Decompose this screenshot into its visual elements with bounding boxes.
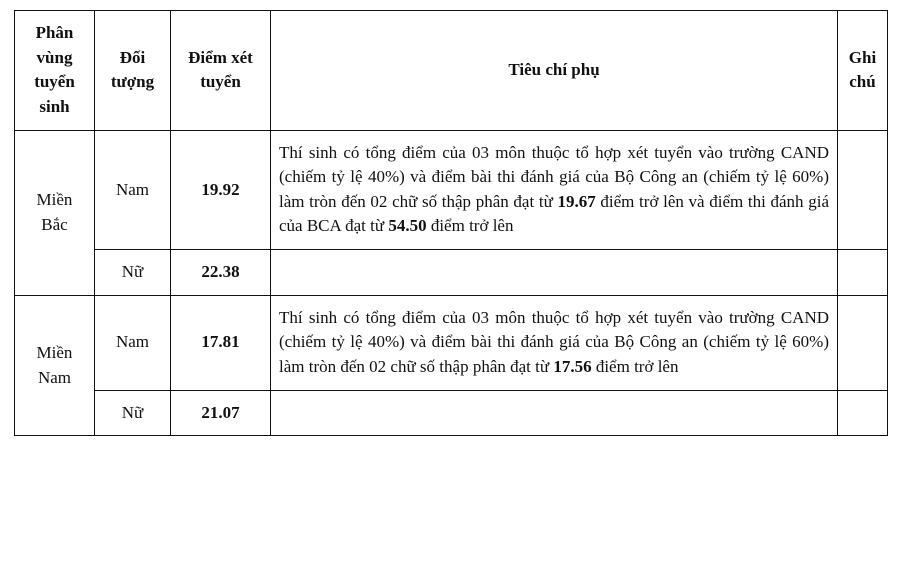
cell-note <box>838 295 888 390</box>
col-header-criteria: Tiêu chí phụ <box>271 11 838 131</box>
criteria-text: điểm trở lên <box>592 357 679 376</box>
col-header-note: Ghi chú <box>838 11 888 131</box>
criteria-bold-2: 54.50 <box>388 216 426 235</box>
criteria-bold-1: 17.56 <box>553 357 591 376</box>
cell-note <box>838 390 888 436</box>
admission-table: Phân vùng tuyển sinh Đối tượng Điểm xét … <box>14 10 888 436</box>
cell-target: Nam <box>95 295 171 390</box>
cell-target: Nữ <box>95 250 171 296</box>
col-header-target: Đối tượng <box>95 11 171 131</box>
table-row: Miền Bắc Nam 19.92 Thí sinh có tổng điểm… <box>15 130 888 250</box>
cell-target: Nữ <box>95 390 171 436</box>
cell-note <box>838 250 888 296</box>
criteria-bold-1: 19.67 <box>557 192 595 211</box>
cell-score: 17.81 <box>171 295 271 390</box>
cell-note <box>838 130 888 250</box>
table-header-row: Phân vùng tuyển sinh Đối tượng Điểm xét … <box>15 11 888 131</box>
cell-score: 19.92 <box>171 130 271 250</box>
table-row: Nữ 21.07 <box>15 390 888 436</box>
table-row: Miền Nam Nam 17.81 Thí sinh có tổng điểm… <box>15 295 888 390</box>
cell-score: 22.38 <box>171 250 271 296</box>
cell-criteria: Thí sinh có tổng điểm của 03 môn thuộc t… <box>271 130 838 250</box>
cell-region: Miền Bắc <box>15 130 95 295</box>
cell-criteria <box>271 390 838 436</box>
criteria-text: điểm trở lên <box>427 216 514 235</box>
cell-region: Miền Nam <box>15 295 95 436</box>
cell-target: Nam <box>95 130 171 250</box>
cell-criteria: Thí sinh có tổng điểm của 03 môn thuộc t… <box>271 295 838 390</box>
cell-criteria <box>271 250 838 296</box>
cell-score: 21.07 <box>171 390 271 436</box>
col-header-score: Điểm xét tuyển <box>171 11 271 131</box>
col-header-region: Phân vùng tuyển sinh <box>15 11 95 131</box>
table-row: Nữ 22.38 <box>15 250 888 296</box>
